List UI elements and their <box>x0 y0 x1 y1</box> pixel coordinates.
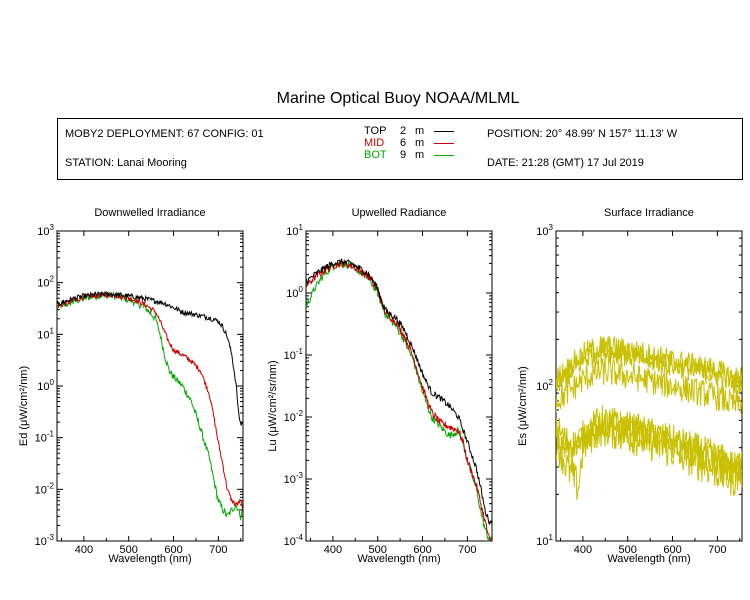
y-tick-label: 102 <box>536 378 553 393</box>
x-axis-label: Wavelength (nm) <box>357 553 440 565</box>
legend-mid-line <box>434 143 454 144</box>
x-tick-label: 700 <box>209 544 227 556</box>
series-line-bot <box>306 261 492 541</box>
y-tick-label: 103 <box>536 223 553 238</box>
y-tick-label: 10-2 <box>35 481 55 496</box>
date-label: DATE: 21:28 (GMT) 17 Jul 2019 <box>487 157 644 169</box>
chart-title: Surface Irradiance <box>604 207 694 219</box>
x-tick-label: 600 <box>663 544 681 556</box>
y-tick-label: 10-4 <box>284 533 304 548</box>
y-tick-label: 100 <box>37 378 54 393</box>
main-title: Marine Optical Buoy NOAA/MLML <box>276 90 520 107</box>
legend-top-name: TOP <box>364 125 387 137</box>
x-tick-label: 700 <box>458 544 476 556</box>
x-tick-label: 400 <box>75 544 93 556</box>
x-axis-label: Wavelength (nm) <box>607 553 690 565</box>
position-label: POSITION: 20° 48.99' N 157° 11.13' W <box>487 128 678 140</box>
x-axis-label: Wavelength (nm) <box>108 553 191 565</box>
x-tick-label: 600 <box>164 544 182 556</box>
y-tick-label: 10-2 <box>284 409 304 424</box>
y-axis-label: Ed (μW/cm²/nm) <box>18 366 30 446</box>
legend-bot-name: BOT <box>364 149 387 161</box>
legend-mid-depth: 6 <box>400 137 407 149</box>
legend-bot-depth: 9 <box>400 149 407 161</box>
legend-top-line <box>434 131 454 132</box>
x-tick-label: 700 <box>708 544 726 556</box>
chart-panel-3: Surface Irradiance Wavelength (nm) Es (μW/… <box>517 207 743 565</box>
legend-bot-line <box>434 155 454 156</box>
y-tick-label: 102 <box>37 275 54 290</box>
y-tick-label: 10-1 <box>35 430 55 445</box>
info-box <box>57 118 743 180</box>
legend-mid-name: MID <box>364 137 385 149</box>
legend-mid-unit: m <box>415 137 425 149</box>
series-line-bot <box>57 290 243 522</box>
deployment-label: MOBY2 DEPLOYMENT: 67 CONFIG: 01 <box>65 128 264 140</box>
y-tick-label: 10-3 <box>35 533 55 548</box>
series-line-mid <box>57 291 243 511</box>
y-tick-label: 101 <box>37 326 54 341</box>
series-line-mid <box>306 258 492 541</box>
x-tick-label: 400 <box>324 544 342 556</box>
plot-frame <box>305 230 493 542</box>
chart-title: Downwelled Irradiance <box>94 207 205 219</box>
x-tick-label: 500 <box>619 544 637 556</box>
y-tick-label: 10-1 <box>284 347 304 362</box>
x-tick-label: 500 <box>369 544 387 556</box>
y-tick-label: 101 <box>286 223 303 238</box>
legend-top-unit: m <box>415 125 425 137</box>
x-tick-label: 500 <box>120 544 138 556</box>
y-tick-label: 10-3 <box>284 471 304 486</box>
x-tick-label: 600 <box>413 544 431 556</box>
x-tick-label: 400 <box>574 544 592 556</box>
series-line-top <box>57 291 243 426</box>
chart-panel-2: Upwelled Radiance Wavelength (nm) Lu (μW/c… <box>267 207 493 565</box>
y-axis-label: Lu (μW/cm²/sr/nm) <box>267 360 279 451</box>
chart-panel-1: Downwelled Irradiance Wavelength (nm) Ed (… <box>18 207 244 565</box>
station-label: STATION: Lanai Mooring <box>65 157 187 169</box>
y-tick-label: 101 <box>536 533 553 548</box>
series-line-es-3 <box>556 358 742 414</box>
y-tick-label: 100 <box>286 285 303 300</box>
legend-top-depth: 2 <box>400 125 407 137</box>
legend-bot-unit: m <box>415 149 425 161</box>
series-line-top <box>306 258 492 526</box>
series-line-es-4 <box>556 405 742 477</box>
y-axis-label: Es (μW/cm²/nm) <box>517 366 529 446</box>
y-tick-label: 103 <box>37 223 54 238</box>
chart-title: Upwelled Radiance <box>352 207 447 219</box>
plot-frame <box>56 230 244 542</box>
series-line-es-1 <box>556 335 742 390</box>
